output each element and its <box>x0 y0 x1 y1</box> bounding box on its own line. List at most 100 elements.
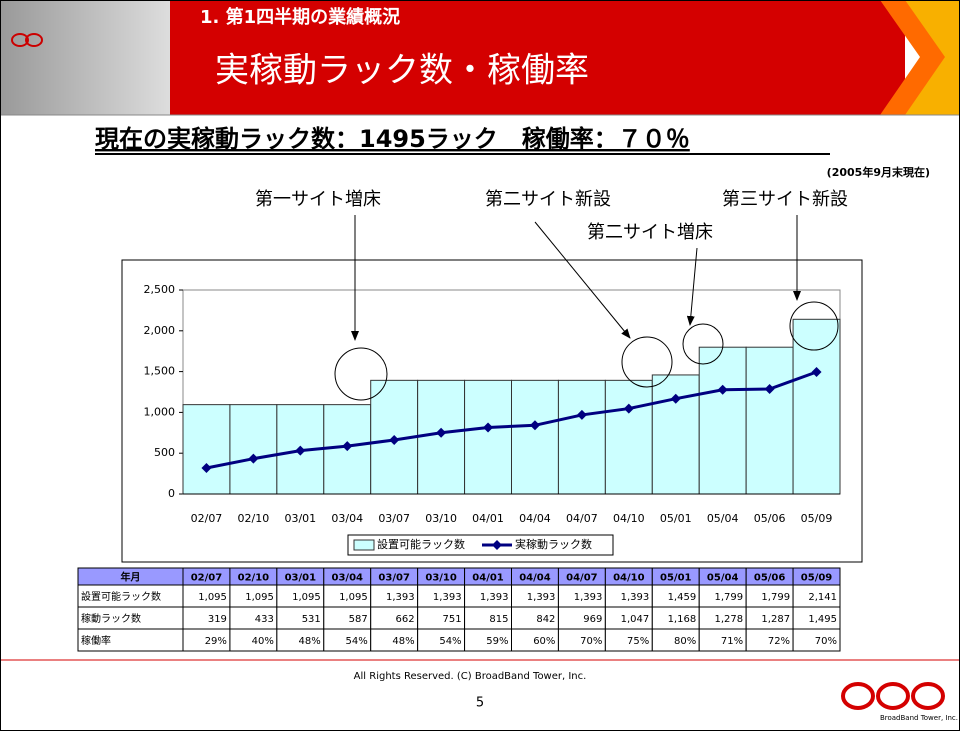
table-cell-text: 1,278 <box>715 614 744 625</box>
x-tick-label: 04/10 <box>613 512 645 525</box>
callout-circle <box>789 301 839 351</box>
table-cell-text: 1,393 <box>621 592 650 603</box>
bar <box>464 379 513 495</box>
table-cell-text: 54% <box>439 636 461 647</box>
table-cell-text: 842 <box>536 614 555 625</box>
bar <box>557 379 606 495</box>
callouts <box>334 215 839 401</box>
table-cell-text: 1,393 <box>480 592 509 603</box>
table-cell-text: 54% <box>345 636 367 647</box>
x-tick-label: 03/07 <box>378 512 410 525</box>
x-tick-label: 05/04 <box>707 512 739 525</box>
table-header: 04/07 <box>566 573 598 584</box>
y-tick-label: 0 <box>168 487 175 500</box>
table-cell-text: 1,095 <box>339 592 368 603</box>
logo-mark <box>841 682 875 710</box>
table-cell-text: 531 <box>302 614 321 625</box>
marker <box>248 453 259 464</box>
legend-label: 設置可能ラック数 <box>377 537 465 551</box>
header-band <box>170 0 905 115</box>
table-cell-text: 1,393 <box>527 592 556 603</box>
logo-small <box>25 33 43 47</box>
marker <box>389 434 400 445</box>
table-cell-text: 1,393 <box>574 592 603 603</box>
marker <box>201 462 212 473</box>
as-of: (2005年9月末現在) <box>827 165 930 179</box>
marker <box>295 445 306 456</box>
marker <box>436 427 447 438</box>
table-cell-text: 70% <box>580 636 602 647</box>
x-tick-label: 05/06 <box>754 512 786 525</box>
table-cell-text: 1,095 <box>292 592 321 603</box>
table-header: 03/10 <box>425 573 457 584</box>
marker <box>342 441 353 452</box>
marker <box>623 403 634 414</box>
bar <box>698 346 747 495</box>
bar <box>417 379 466 495</box>
header-photo <box>0 0 170 115</box>
table-header: 03/07 <box>378 573 410 584</box>
table-header: 年月 <box>121 571 141 584</box>
table-cell <box>792 628 841 652</box>
table-cell-text: 969 <box>583 614 602 625</box>
table-header: 05/01 <box>660 573 692 584</box>
subtitle: 現在の実稼動ラック数：1495ラック 稼働率：７０％ <box>95 125 690 153</box>
table-header: 02/07 <box>191 573 223 584</box>
copyright: All Rights Reserved. (C) BroadBand Tower… <box>354 671 587 682</box>
x-tick-label: 03/10 <box>425 512 457 525</box>
table-cell-text: 1,799 <box>715 592 744 603</box>
logo-small <box>11 33 29 47</box>
table-cell-text: 59% <box>486 636 508 647</box>
table-cell-text: 1,393 <box>386 592 415 603</box>
bar <box>792 318 841 495</box>
table-header: 02/10 <box>238 573 270 584</box>
page-number: 5 <box>476 696 484 711</box>
marker <box>670 393 681 404</box>
logo-text: BroadBand Tower, Inc. <box>880 714 958 722</box>
logo <box>841 682 945 710</box>
table-header: 04/10 <box>613 573 645 584</box>
table-cell-text: 70% <box>815 636 837 647</box>
y-tick-label: 2,000 <box>144 324 176 337</box>
x-tick-label: 05/01 <box>660 512 692 525</box>
x-tick-label: 03/01 <box>284 512 316 525</box>
legend-label: 実稼動ラック数 <box>515 537 592 551</box>
table-cell-text: 319 <box>208 614 227 625</box>
x-tick-label: 04/04 <box>519 512 551 525</box>
section-title: 1. 第1四半期の業績概況 <box>200 6 400 28</box>
table-cell-text: 設置可能ラック数 <box>81 590 161 603</box>
bar <box>604 379 653 495</box>
bar <box>229 404 278 495</box>
legend-box <box>347 534 614 556</box>
table-cell-text: 815 <box>489 614 508 625</box>
logo-mark <box>911 682 945 710</box>
legend: 設置可能ラック数 実稼動ラック数 <box>347 534 614 556</box>
x-tick-label: 02/07 <box>191 512 223 525</box>
table-cell-text: 1,095 <box>198 592 227 603</box>
table-cell-text: 29% <box>205 636 227 647</box>
y-tick-label: 1,000 <box>144 405 176 418</box>
annotation: 第二サイト新設 <box>485 189 611 210</box>
table-header: 05/06 <box>754 573 786 584</box>
table-cell-text: 1,287 <box>761 614 790 625</box>
table-cell-text: 75% <box>627 636 649 647</box>
callout-circle <box>621 336 673 388</box>
marker <box>811 367 822 378</box>
table-cell-text: 稼動ラック数 <box>81 612 141 625</box>
table-cell-text: 1,495 <box>808 614 837 625</box>
table-cell-text: 稼働率 <box>81 634 111 647</box>
marker <box>764 383 775 394</box>
header-arrow <box>880 0 945 115</box>
data-table: 年月 02/07 02/10 03/01 03/04 03/07 03/10 04/01 04/… <box>77 567 841 652</box>
callout-arrow <box>534 221 631 339</box>
table-header: 05/09 <box>801 573 833 584</box>
y-tick-label: 1,500 <box>144 365 176 378</box>
table-cell-text: 72% <box>768 636 790 647</box>
callout-arrow <box>686 247 698 326</box>
table-cell-text: 1,393 <box>433 592 462 603</box>
x-tick-label: 04/07 <box>566 512 598 525</box>
marker <box>717 384 728 395</box>
header-arrow <box>890 0 960 115</box>
